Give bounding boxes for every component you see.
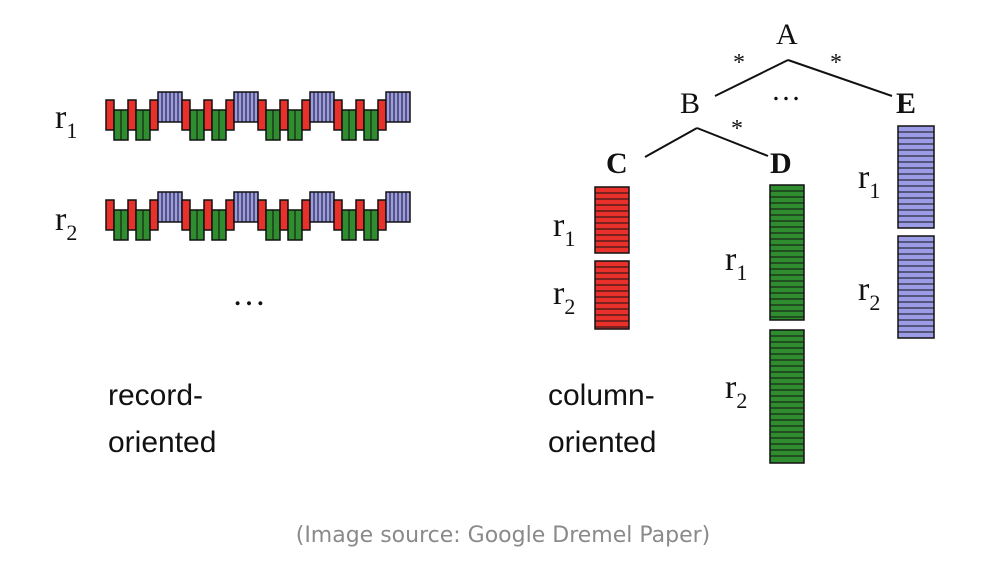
record-piece-c [257,199,267,231]
record-piece-d [287,109,303,141]
tree-ellipsis: … [771,74,801,107]
record-piece-c [279,199,289,231]
record-oriented-label-line2: oriented [108,426,216,459]
col-e-label-r2: r2 [858,271,880,315]
edge-b-c [644,127,698,158]
node-d: D [770,147,792,180]
record-piece-d [113,109,129,141]
record-piece-c [279,99,289,131]
record-piece-c [127,199,137,231]
record-piece-c [181,199,191,231]
column-e-r2-block [897,235,935,339]
record-piece-d [135,109,151,141]
record-piece-c [377,99,387,131]
record-piece-e [157,91,183,123]
record-piece-e [233,91,259,123]
record-piece-c [377,199,387,231]
column-d-blocks [769,184,805,464]
record-oriented-label-line1: record- [108,379,203,412]
record-piece-d [211,109,227,141]
record-piece-c [149,99,159,131]
record-piece-d [341,209,357,241]
record-piece-c [257,99,267,131]
record-piece-e [385,191,411,223]
column-oriented-panel: A B C D E * * * … r1 r2 r1 r2 r1 r2 colu… [548,18,935,464]
edge-a-e [787,59,893,97]
record-piece-d [341,109,357,141]
record-piece-c [203,99,213,131]
edge-a-b [714,59,789,97]
col-d-label-r2: r2 [725,369,747,413]
record-piece-d [189,209,205,241]
record-piece-c [355,99,365,131]
record-piece-d [363,209,379,241]
node-e: E [896,87,916,120]
record-piece-c [355,199,365,231]
record-piece-c [225,99,235,131]
record-piece-d [113,209,129,241]
star-a-e: * [830,50,842,76]
record-piece-d [211,209,227,241]
record-ellipsis: … [232,276,266,313]
record-piece-c [105,199,115,231]
record-piece-e [233,191,259,223]
column-d-r2-block [769,329,805,464]
record-piece-c [149,199,159,231]
record-piece-e [309,191,335,223]
record-piece-d [135,209,151,241]
image-source-caption: (Image source: Google Dremel Paper) [295,523,711,548]
record-piece-d [287,209,303,241]
row-label-r2: r2 [55,201,77,245]
record-strip-r1 [105,91,411,141]
record-piece-c [181,99,191,131]
column-oriented-label-line2: oriented [548,426,656,459]
star-a-b: * [733,50,745,76]
record-piece-d [265,209,281,241]
col-d-label-r1: r1 [725,241,747,285]
record-piece-d [265,109,281,141]
record-piece-c [127,99,137,131]
col-e-label-r1: r1 [858,159,880,203]
record-oriented-panel: r1 r2 … record- oriented [55,91,411,459]
record-piece-c [301,199,311,231]
node-b: B [680,87,700,120]
star-b-d: * [731,116,743,142]
col-c-label-r1: r1 [553,207,575,251]
column-oriented-label-line1: column- [548,379,655,412]
column-d-r1-block [769,184,805,321]
node-c: C [606,147,628,180]
column-c-r1-block [594,186,630,254]
record-piece-c [203,199,213,231]
row-label-r1: r1 [55,99,77,143]
record-strip-r2 [105,191,411,241]
record-piece-c [225,199,235,231]
record-piece-e [157,191,183,223]
col-c-label-r2: r2 [553,275,575,319]
record-piece-c [105,99,115,131]
record-piece-e [385,91,411,123]
record-piece-d [363,109,379,141]
record-piece-e [309,91,335,123]
edge-b-d [696,127,769,157]
record-piece-c [333,99,343,131]
column-e-blocks [897,125,935,339]
record-piece-c [333,199,343,231]
column-c-blocks [594,186,630,330]
record-piece-d [189,109,205,141]
record-piece-c [301,99,311,131]
node-a: A [776,18,798,51]
column-e-r1-block [897,125,935,229]
column-c-r2-block [594,260,630,330]
